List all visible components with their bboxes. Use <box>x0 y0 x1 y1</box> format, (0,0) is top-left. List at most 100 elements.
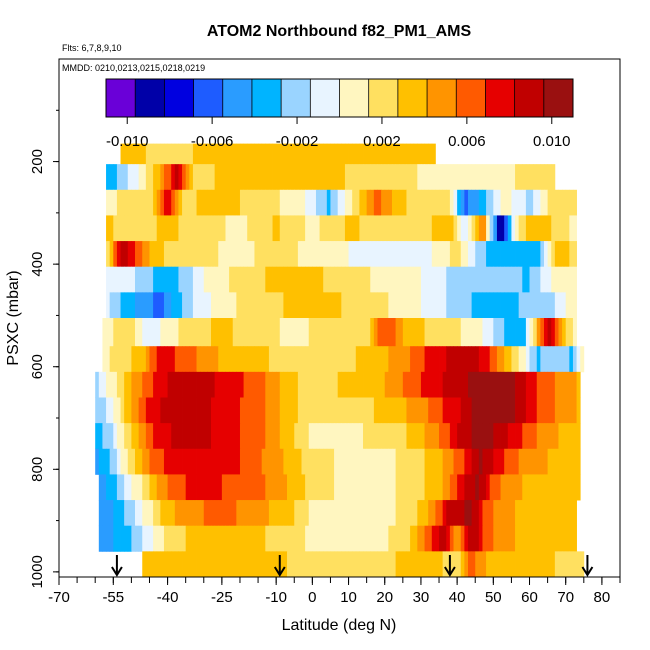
heatmap-cell <box>348 397 353 424</box>
heatmap-cell <box>315 143 320 165</box>
heatmap-cell <box>511 266 516 293</box>
heatmap-cell <box>334 346 339 373</box>
heatmap-cell <box>156 423 161 450</box>
heatmap-cell <box>482 318 487 347</box>
heatmap-cell <box>410 241 415 268</box>
heatmap-cell <box>413 164 418 191</box>
heatmap-cell <box>160 215 165 242</box>
heatmap-cell <box>174 164 179 191</box>
heatmap-cell <box>424 318 429 347</box>
heatmap-cell <box>268 371 273 398</box>
heatmap-cell <box>243 292 248 319</box>
heatmap-cell <box>149 448 154 475</box>
heatmap-cell <box>511 448 516 475</box>
heatmap-cell <box>543 266 549 293</box>
heatmap-cell <box>163 143 168 165</box>
heatmap-cell <box>572 215 577 242</box>
heatmap-cell <box>326 448 331 475</box>
heatmap-cell <box>189 241 194 268</box>
heatmap-cell <box>464 241 469 268</box>
heatmap-cell <box>113 423 118 450</box>
heatmap-cell <box>540 292 545 319</box>
heatmap-cell <box>489 525 494 552</box>
heatmap-cell <box>449 241 454 268</box>
heatmap-cell <box>439 215 444 242</box>
heatmap-cell <box>442 423 447 450</box>
heatmap-cell <box>232 189 237 216</box>
heatmap-cell <box>569 474 574 501</box>
heatmap-cell <box>341 474 346 501</box>
heatmap-cell <box>341 397 346 424</box>
heatmap-cell <box>279 551 284 578</box>
heatmap-cell <box>518 241 523 268</box>
heatmap-cell <box>540 266 545 293</box>
heatmap-cell <box>142 551 147 578</box>
heatmap-cell <box>131 266 136 293</box>
heatmap-cell <box>543 474 549 501</box>
heatmap-cell <box>529 189 534 216</box>
heatmap-cell <box>515 164 520 191</box>
heatmap-cell <box>424 143 429 165</box>
heatmap-cell <box>167 292 172 319</box>
heatmap-cell <box>518 189 523 216</box>
heatmap-cell <box>341 525 346 552</box>
heatmap-cell <box>565 448 570 475</box>
heatmap-cell <box>344 346 349 373</box>
heatmap-cell <box>221 266 226 293</box>
heatmap-cell <box>337 423 342 450</box>
heatmap-cell <box>254 423 259 450</box>
heatmap-cell <box>562 525 567 552</box>
heatmap-cell <box>344 423 349 450</box>
heatmap-cell <box>305 292 310 319</box>
heatmap-cell <box>232 241 237 268</box>
heatmap-cell <box>518 371 523 398</box>
heatmap-cell <box>305 525 310 552</box>
heatmap-cell <box>449 164 454 191</box>
heatmap-cell <box>109 241 114 268</box>
heatmap-cell <box>391 448 396 475</box>
heatmap-cell <box>410 292 415 319</box>
heatmap-cell <box>160 371 165 398</box>
x-tick-label: -10 <box>265 589 287 606</box>
heatmap-cell <box>211 164 216 191</box>
heatmap-cell <box>330 266 335 293</box>
heatmap-cell <box>203 318 208 347</box>
heatmap-cell <box>106 448 111 475</box>
heatmap-cell <box>384 346 389 373</box>
heatmap-cell <box>113 448 118 475</box>
heatmap-cell <box>431 143 436 165</box>
heatmap-cell <box>558 371 563 398</box>
heatmap-cell <box>120 397 125 424</box>
heatmap-cell <box>120 292 125 319</box>
heatmap-cell <box>243 423 248 450</box>
heatmap-cell <box>294 500 299 527</box>
heatmap-cell <box>554 525 559 552</box>
heatmap-cell <box>420 292 425 319</box>
heatmap-cell <box>471 397 476 424</box>
heatmap-cell <box>185 215 190 242</box>
heatmap-cell <box>98 474 103 501</box>
heatmap-cell <box>413 215 418 242</box>
heatmap-cell <box>167 266 172 293</box>
heatmap-cell <box>247 241 252 268</box>
heatmap-cell <box>406 551 411 578</box>
heatmap-cell <box>489 448 494 475</box>
heatmap-cell <box>319 448 324 475</box>
heatmap-cell <box>192 215 197 242</box>
heatmap-cell <box>399 397 404 424</box>
heatmap-cell <box>464 423 469 450</box>
heatmap-cell <box>272 143 277 165</box>
heatmap-cell <box>106 292 111 319</box>
heatmap-cell <box>315 164 320 191</box>
heatmap-cell <box>250 241 255 268</box>
heatmap-cell <box>218 215 223 242</box>
heatmap-cell <box>457 266 462 293</box>
y-axis-label: PSXC (mbar) <box>5 270 22 365</box>
heatmap-cell <box>431 164 436 191</box>
heatmap-cell <box>229 215 234 242</box>
heatmap-cell <box>185 500 190 527</box>
heatmap-cell <box>442 346 447 373</box>
heatmap-cell <box>334 474 339 501</box>
heatmap-cell <box>431 448 436 475</box>
heatmap-cell <box>189 292 194 319</box>
